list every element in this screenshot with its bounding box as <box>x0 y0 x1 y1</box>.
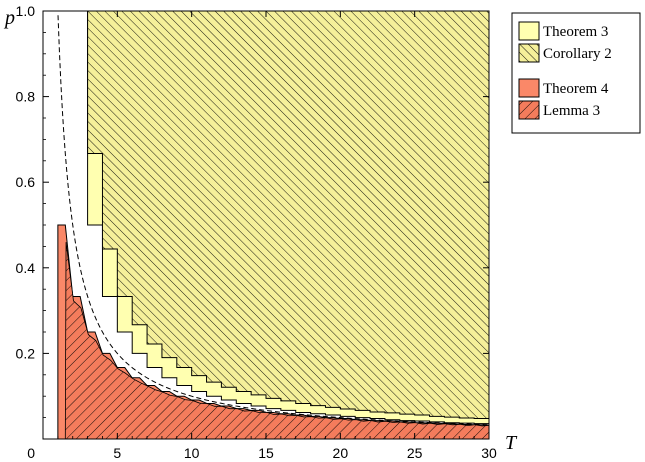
axes: 5 10 15 20 25 30 0.2 0.4 0.6 0.8 1.0 0 Tp <box>3 3 518 461</box>
y-axis-title: p <box>3 7 15 29</box>
y-tick-label: 0.2 <box>16 345 36 361</box>
legend-swatch <box>518 43 540 63</box>
x-axis-title: T <box>505 432 518 454</box>
legend-label: Theorem 4 <box>543 81 609 97</box>
legend-label: Lemma 3 <box>543 103 600 119</box>
x-tick-label: 25 <box>407 445 423 461</box>
series-corollary2 <box>72 11 489 420</box>
origin-label: 0 <box>27 445 35 461</box>
legend: Theorem 3 Corollary 2 Theorem 4 Lemma 3 <box>511 12 641 134</box>
x-tick-label: 5 <box>113 445 121 461</box>
x-tick-label: 10 <box>184 445 200 461</box>
x-tick-label: 15 <box>258 445 274 461</box>
legend-label: Corollary 2 <box>543 46 612 62</box>
series-lemma3 <box>64 242 489 439</box>
y-tick-label: 0.8 <box>16 89 36 105</box>
y-tick-label: 0.4 <box>16 260 36 276</box>
x-tick-label: 30 <box>481 445 497 461</box>
plot-area <box>57 11 489 439</box>
legend-swatch <box>518 78 540 98</box>
y-tick-label: 0.6 <box>16 174 36 190</box>
y-tick-label: 1.0 <box>16 3 36 19</box>
x-tick-label: 20 <box>333 445 349 461</box>
legend-swatch <box>518 100 540 120</box>
legend-label: Theorem 3 <box>543 24 608 40</box>
legend-swatch <box>518 21 540 41</box>
